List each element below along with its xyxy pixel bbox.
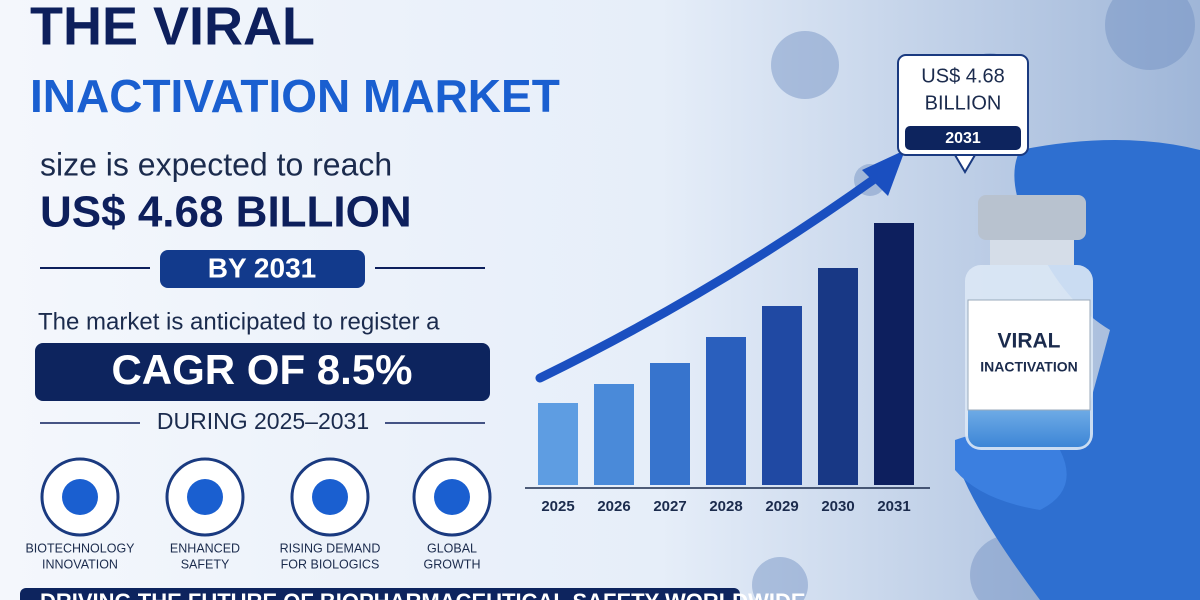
bar — [818, 268, 858, 485]
feature-label: ENHANCED — [170, 541, 240, 555]
x-label: 2028 — [709, 498, 742, 515]
callout-year-bg — [905, 126, 1021, 150]
cagr-period: DURING 2025–2031 — [157, 408, 369, 434]
bar — [594, 384, 634, 485]
feature-icon-inner — [434, 479, 470, 515]
growth-chart: US$ 4.68 BILLION 2031 2025 2026 2027 2028 20… — [525, 54, 1029, 515]
x-label: 2029 — [765, 498, 798, 515]
feature-label: INNOVATION — [42, 557, 118, 571]
callout-year: 2031 — [945, 130, 981, 147]
feature-label: BIOTECHNOLOGY — [25, 541, 135, 555]
cagr-badge-bg — [35, 343, 490, 401]
feature-icon-inner — [62, 479, 98, 515]
feature-label: GROWTH — [424, 557, 481, 571]
vial-label: VIRAL — [998, 330, 1061, 353]
vial-label: INACTIVATION — [980, 359, 1077, 375]
cagr-badge: CAGR OF 8.5% — [111, 346, 412, 393]
market-size: US$ 4.68 BILLION — [40, 188, 412, 237]
feature-label: GLOBAL — [427, 541, 477, 555]
feature-label: SAFETY — [181, 557, 230, 571]
x-label: 2030 — [821, 498, 854, 515]
title: THE VIRAL — [30, 0, 315, 56]
glove-hand — [955, 140, 1200, 600]
bar — [650, 363, 690, 485]
intro-text: size is expected to reach — [40, 146, 392, 182]
year-badge: BY 2031 — [208, 252, 316, 283]
footer-text: DRIVING THE FUTURE OF BIOPHARMACEUTICAL … — [40, 589, 806, 600]
year-badge-bg — [160, 250, 365, 288]
x-label: 2031 — [877, 498, 910, 515]
feature-label: RISING DEMAND — [280, 541, 381, 555]
features: BIOTECHNOLOGY INNOVATION ENHANCED SAFETY RIS… — [25, 457, 492, 571]
growth-arrow — [535, 170, 885, 383]
bar — [538, 403, 578, 485]
callout-pointer — [953, 154, 977, 174]
feature-label: FOR BIOLOGICS — [281, 557, 380, 571]
feature-icon-inner — [312, 479, 348, 515]
bar — [874, 223, 914, 485]
callout-text: US$ 4.68 — [921, 65, 1004, 87]
x-label: 2025 — [541, 498, 574, 515]
arrowhead — [862, 150, 905, 196]
x-label: 2026 — [597, 498, 630, 515]
x-label: 2027 — [653, 498, 686, 515]
bar — [762, 306, 802, 485]
bar — [706, 337, 746, 485]
footer-banner — [20, 588, 740, 600]
vial: VIRAL INACTIVATION — [965, 195, 1093, 450]
cagr-intro: The market is anticipated to register a — [38, 308, 440, 335]
callout-text: BILLION — [925, 92, 1002, 114]
feature-icon-inner — [187, 479, 223, 515]
title: INACTIVATION MARKET — [30, 70, 560, 122]
